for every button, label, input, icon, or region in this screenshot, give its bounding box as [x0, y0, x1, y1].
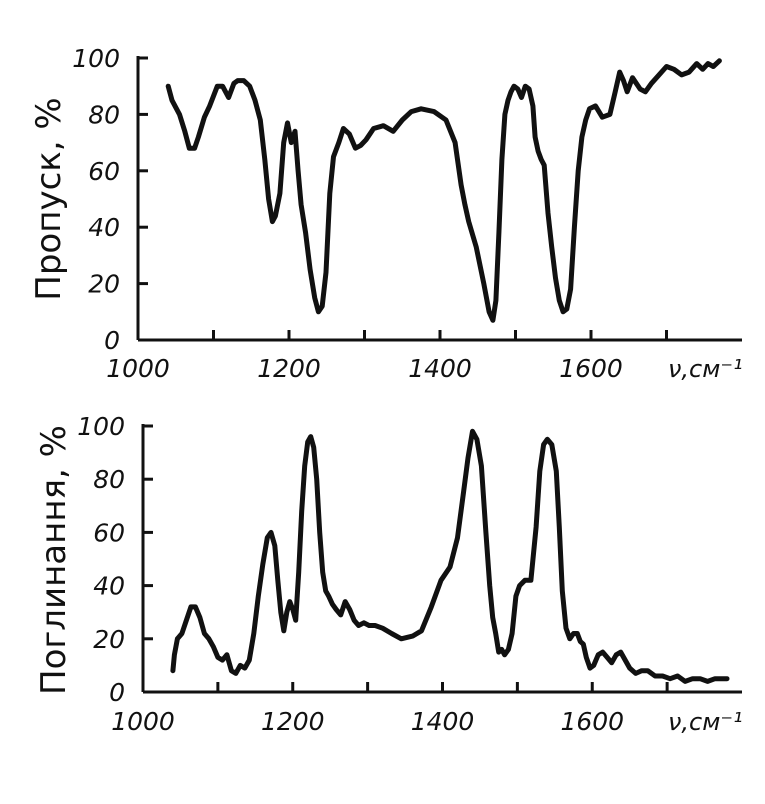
x-tick-label: 1400: [411, 707, 475, 736]
y-tick-label: 40: [93, 572, 125, 601]
transmission-panel: 0 20 40 60 80 100 1000 1200 1400 1600 ν,см⁻¹ Пропус…: [29, 44, 743, 383]
x-tick-label: 1000: [106, 354, 170, 383]
x-tick-label: 1400: [408, 354, 472, 383]
y-tick-label: 0: [109, 678, 125, 707]
y-tick-label: 0: [104, 326, 120, 355]
x-tick-label: 1600: [559, 354, 623, 383]
y-tick-label: 100: [77, 412, 125, 441]
x-unit-label: ν,см⁻¹: [668, 355, 743, 383]
x-tick-label: 1600: [560, 707, 624, 736]
y-tick-label: 40: [88, 213, 120, 242]
y-axis-title: Поглинання, %: [34, 425, 74, 695]
y-tick-label: 60: [88, 157, 120, 186]
y-tick-label: 100: [72, 44, 120, 73]
x-unit-label: ν,см⁻¹: [668, 708, 743, 736]
y-tick-label: 20: [88, 270, 120, 299]
x-tick-label: 1200: [257, 354, 321, 383]
y-axis-title: Пропуск, %: [29, 97, 69, 300]
absorption-panel: 0 20 40 60 80 100 1000 1200 1400 1600 ν,см⁻¹ Поглин…: [34, 412, 743, 736]
x-tick-label: 1200: [261, 707, 325, 736]
y-tick-label: 60: [93, 518, 125, 547]
y-tick-label: 20: [93, 625, 125, 654]
spectrum-line: [170, 428, 730, 684]
y-tick-label: 80: [93, 465, 125, 494]
spectrum-line: [165, 58, 722, 323]
y-tick-label: 80: [88, 100, 120, 129]
x-tick-label: 1000: [111, 707, 175, 736]
